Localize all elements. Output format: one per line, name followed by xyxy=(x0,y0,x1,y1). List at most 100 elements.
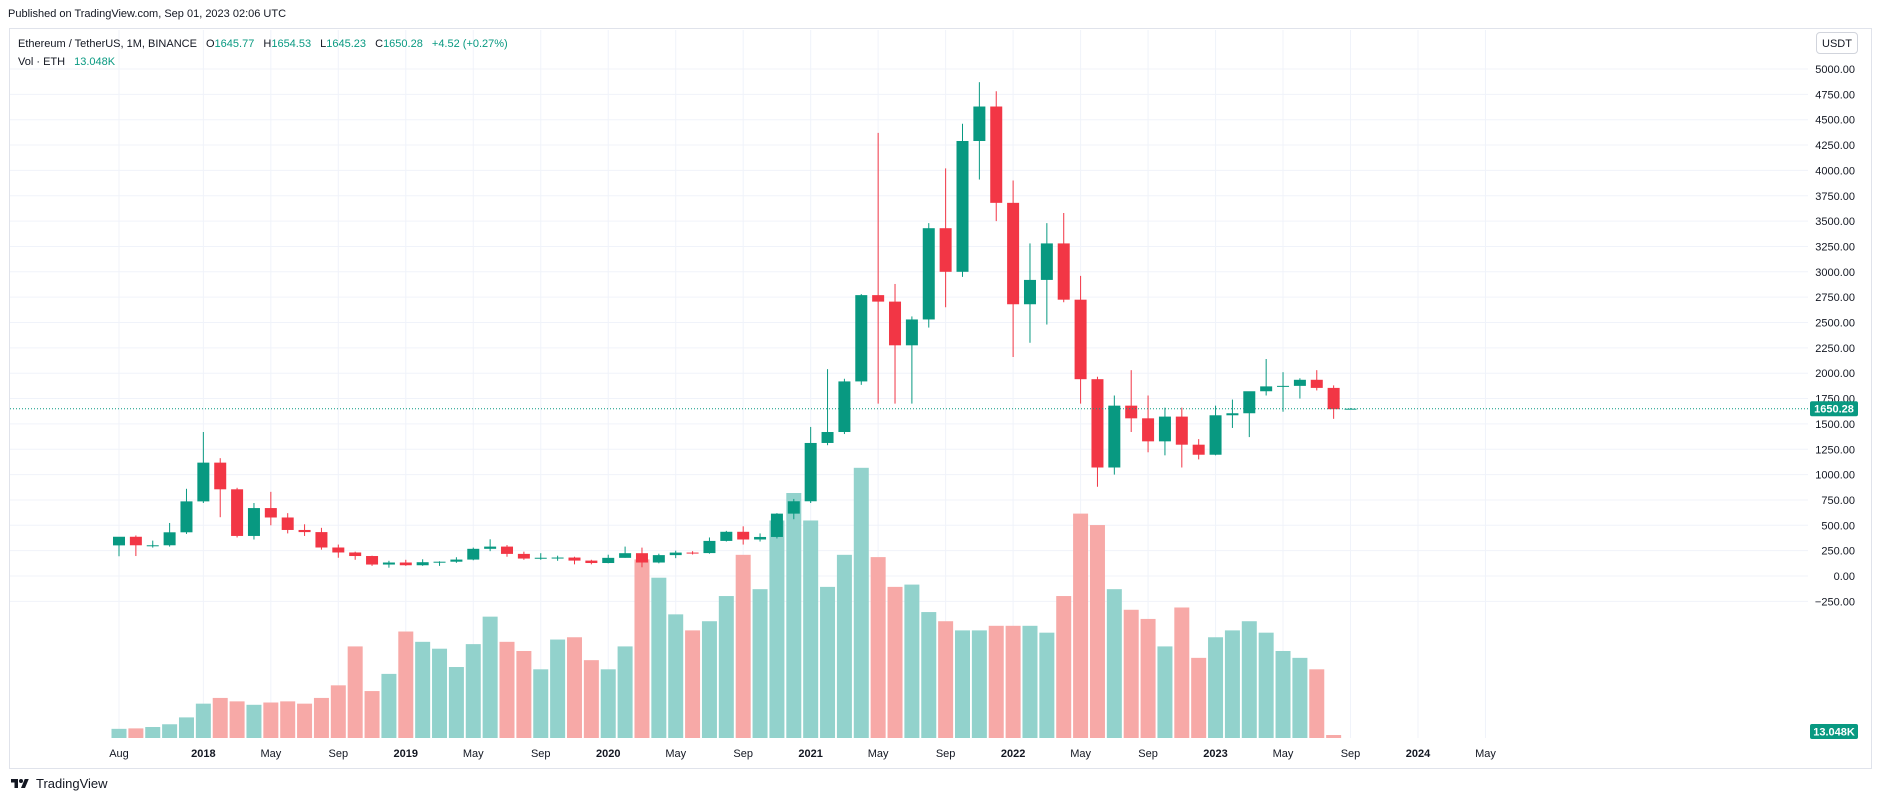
candle-body xyxy=(231,489,244,536)
volume-bar xyxy=(1258,632,1274,738)
candle-body xyxy=(416,562,429,566)
price-tick-label: 3000.00 xyxy=(1815,267,1855,279)
candle-body xyxy=(635,553,648,563)
volume-bar xyxy=(651,577,667,738)
candle xyxy=(754,533,767,542)
candle-body xyxy=(889,301,902,346)
candle xyxy=(787,498,800,520)
volume-bar xyxy=(162,724,178,738)
price-tick-label: 1500.00 xyxy=(1815,419,1855,431)
candle xyxy=(804,426,817,503)
candle xyxy=(1175,407,1188,468)
volume-bar xyxy=(195,703,211,738)
candle xyxy=(1074,275,1087,404)
candle xyxy=(838,378,851,435)
volume-bar xyxy=(145,727,161,738)
ohlc-row: Ethereum / TetherUS, 1M, BINANCE O1645.7… xyxy=(18,35,508,53)
candle xyxy=(315,527,328,550)
time-tick-label: May xyxy=(1273,748,1294,760)
volume-bar xyxy=(516,650,532,738)
candle xyxy=(484,539,497,552)
currency-button[interactable]: USDT xyxy=(1816,32,1858,54)
candle xyxy=(349,551,362,560)
candle xyxy=(1344,408,1357,410)
candles xyxy=(113,82,1357,568)
volume-bar xyxy=(533,669,549,738)
volume-bar xyxy=(178,717,194,738)
candle-body xyxy=(652,555,665,563)
open-value: 1645.77 xyxy=(214,38,255,50)
volume-bar xyxy=(617,646,633,738)
candle-body xyxy=(129,536,142,546)
price-tick-label: 3250.00 xyxy=(1815,241,1855,253)
candle xyxy=(450,557,463,563)
price-tick-label: 750.00 xyxy=(1821,495,1855,507)
candle-body xyxy=(669,552,682,556)
volume-label[interactable]: Vol · ETH xyxy=(18,56,66,68)
candle-body xyxy=(1277,385,1290,387)
candle xyxy=(585,559,598,565)
volume-bar xyxy=(971,630,987,738)
close-label: C xyxy=(375,38,384,50)
volume-bar xyxy=(229,701,245,738)
volume-bar xyxy=(280,701,296,738)
grid-lines xyxy=(10,30,1808,738)
candle-body xyxy=(821,432,834,443)
volume-bar xyxy=(263,702,279,738)
volume-bar xyxy=(313,697,329,738)
candle-body xyxy=(399,562,412,566)
price-tick-label: 500.00 xyxy=(1821,520,1855,532)
time-tick-label: Sep xyxy=(733,748,753,760)
candle xyxy=(501,545,514,557)
candle-body xyxy=(517,553,530,559)
candle-body xyxy=(484,546,497,549)
price-tick-label: 4000.00 xyxy=(1815,165,1855,177)
candle-body xyxy=(602,557,615,564)
time-tick-label: 2022 xyxy=(1001,748,1025,760)
time-tick-label: Aug xyxy=(109,748,129,760)
candle xyxy=(433,561,446,566)
candle-body xyxy=(467,548,480,560)
price-tick-label: 4750.00 xyxy=(1815,89,1855,101)
candle-body xyxy=(298,529,311,533)
volume-bar xyxy=(330,685,346,738)
volume-bar xyxy=(887,586,903,738)
candle-body xyxy=(1327,387,1340,410)
candle-body xyxy=(1260,386,1273,392)
symbol-description[interactable]: Ethereum / TetherUS, 1M, BINANCE xyxy=(18,38,197,50)
candle-body xyxy=(163,532,176,546)
volume-bar xyxy=(1140,618,1156,738)
candle xyxy=(1310,370,1323,391)
candle xyxy=(534,553,547,560)
time-tick-label: Sep xyxy=(1138,748,1158,760)
volume-bar xyxy=(1056,596,1072,738)
last-volume-badge: 13.048K xyxy=(1810,724,1858,739)
footer-brand[interactable]: TradingView xyxy=(10,776,108,791)
candle xyxy=(1091,376,1104,487)
candle-body xyxy=(838,381,851,433)
volume-bar xyxy=(1106,589,1122,738)
time-tick-label: May xyxy=(1070,748,1091,760)
candle-body xyxy=(1142,418,1155,442)
time-tick-label: 2020 xyxy=(596,748,620,760)
candle-body xyxy=(534,557,547,559)
candle-body xyxy=(281,517,294,530)
candle-body xyxy=(1040,243,1053,280)
candle xyxy=(1108,395,1121,475)
time-tick-label: Sep xyxy=(531,748,551,760)
candle-body xyxy=(315,532,328,548)
volume-bar xyxy=(128,728,144,738)
candle-body xyxy=(1091,379,1104,468)
volume-bar xyxy=(1309,669,1325,738)
candle-body xyxy=(382,562,395,565)
candle xyxy=(889,283,902,404)
candle xyxy=(922,223,935,328)
candle xyxy=(366,555,379,566)
volume-bar xyxy=(820,586,836,738)
volume-bar xyxy=(212,697,228,738)
high-value: 1654.53 xyxy=(271,38,312,50)
volume-bar xyxy=(415,641,431,738)
candle-body xyxy=(1057,243,1070,300)
volume-bar xyxy=(448,667,464,738)
